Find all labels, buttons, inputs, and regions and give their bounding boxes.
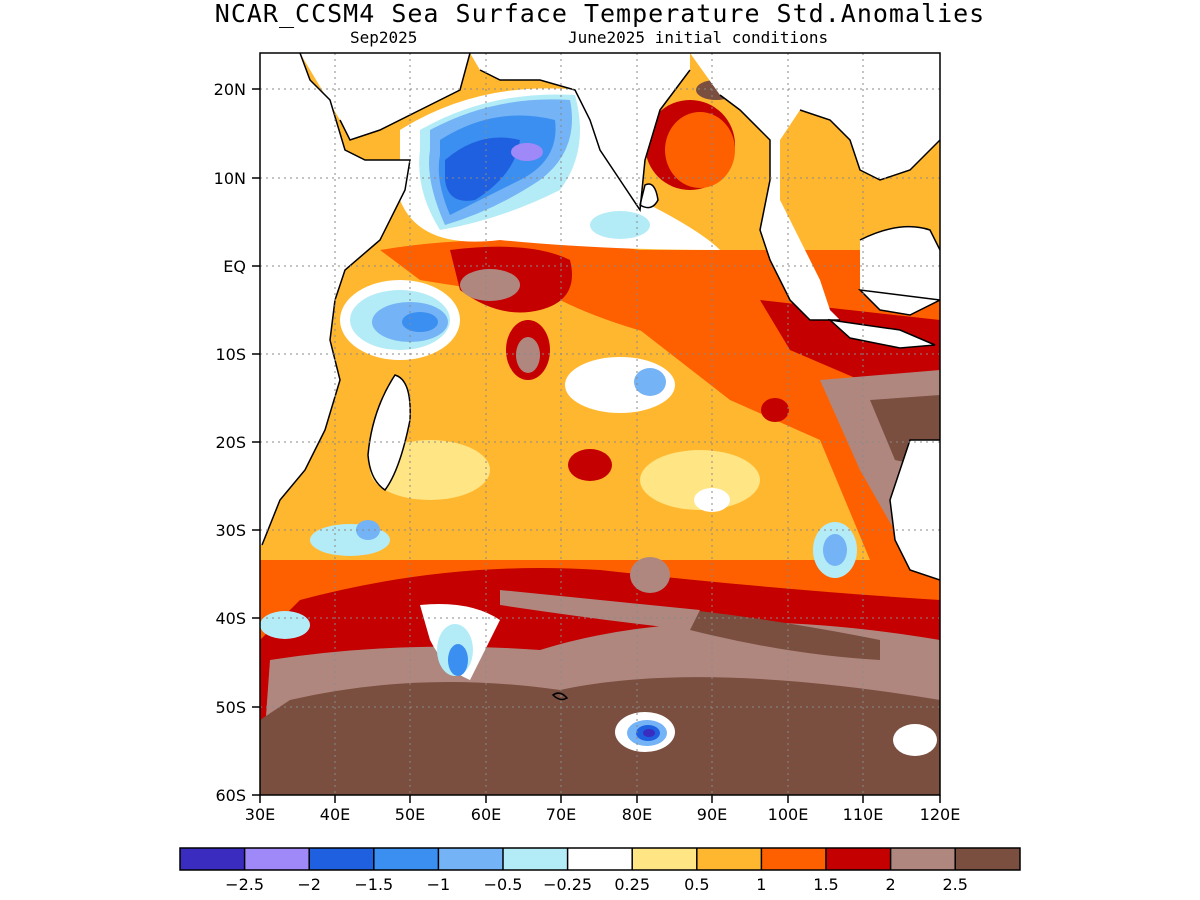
lon-label-50e: 50E bbox=[395, 805, 425, 824]
lon-label-90e: 90E bbox=[697, 805, 727, 824]
longitude-labels: 30E 40E 50E 60E 70E 80E 90E 100E 110E 12… bbox=[245, 805, 961, 824]
init-conditions-label: June2025 initial conditions bbox=[568, 28, 829, 47]
field-cool-patch-1 bbox=[590, 211, 650, 239]
field-south-brown bbox=[260, 677, 940, 795]
colorbar-swatch-1 bbox=[244, 848, 310, 870]
colorbar-label-0: −2.5 bbox=[225, 875, 264, 894]
field-sw-blue bbox=[402, 312, 438, 332]
axis-ticks bbox=[252, 88, 941, 803]
colorbar-swatch-7 bbox=[632, 848, 697, 870]
colorbar-swatch-11 bbox=[890, 848, 956, 870]
colorbar-label-7: 0.5 bbox=[684, 875, 709, 894]
lat-label-10n: 10N bbox=[214, 169, 246, 188]
map-title: NCAR_CCSM4 Sea Surface Temperature Std.A… bbox=[214, 0, 986, 28]
colorbar-swatch-6 bbox=[567, 848, 633, 870]
lat-label-40s: 40S bbox=[215, 609, 246, 628]
lat-label-20n: 20N bbox=[214, 80, 246, 99]
lon-label-30e: 30E bbox=[245, 805, 275, 824]
colorbar-swatch-8 bbox=[696, 848, 762, 870]
coast-indochina bbox=[799, 109, 940, 181]
coast-java bbox=[827, 318, 936, 349]
colorbar: −2.5 −2 −1.5 −1 −0.5 −0.25 0.25 0.5 1 1.… bbox=[179, 847, 1021, 894]
field-arabian-purple bbox=[511, 143, 543, 161]
field-52s-purple bbox=[643, 729, 655, 737]
land-arabia bbox=[300, 53, 470, 140]
colorbar-frame bbox=[179, 847, 1021, 871]
land-madagascar bbox=[368, 375, 411, 490]
colorbar-swatch-10 bbox=[826, 848, 891, 870]
coast-africa-arabia bbox=[261, 53, 411, 546]
colorbar-label-8: 1 bbox=[756, 875, 766, 894]
field-south-band-brown bbox=[690, 610, 880, 660]
coastlines bbox=[261, 53, 940, 701]
field-bengal-orange bbox=[665, 112, 735, 188]
lon-label-60e: 60E bbox=[471, 805, 501, 824]
anomaly-field bbox=[260, 53, 940, 795]
coast-kerguelen bbox=[551, 692, 569, 701]
field-45s-blue bbox=[448, 644, 468, 676]
lat-label-50s: 50S bbox=[215, 698, 246, 717]
field-central-lightblue bbox=[634, 368, 666, 396]
latitude-labels: 20N 10N EQ 10S 20S 30S 40S 50S 60S bbox=[214, 80, 246, 805]
land-java bbox=[830, 320, 935, 348]
lon-label-70e: 70E bbox=[546, 805, 576, 824]
lat-label-eq: EQ bbox=[223, 257, 246, 276]
colorbar-label-6: 0.25 bbox=[614, 875, 650, 894]
colorbar-label-11: 2.5 bbox=[942, 875, 967, 894]
colorbar-swatch-3 bbox=[373, 848, 439, 870]
colorbar-label-1: −2 bbox=[297, 875, 321, 894]
field-yellow-1 bbox=[640, 450, 760, 510]
coast-borneo bbox=[857, 225, 940, 316]
colorbar-swatch-2 bbox=[309, 848, 374, 870]
colorbar-label-9: 1.5 bbox=[813, 875, 838, 894]
field-central-red bbox=[568, 449, 612, 481]
colorbar-swatch-9 bbox=[761, 848, 826, 870]
coast-madagascar bbox=[367, 374, 411, 492]
field-south-band-taupe bbox=[500, 590, 700, 630]
coast-se-asia bbox=[719, 94, 840, 321]
lat-label-10s: 10S bbox=[215, 345, 246, 364]
coast-sri-lanka bbox=[639, 183, 659, 209]
colorbar-swatch-0 bbox=[180, 848, 245, 870]
land-se-asia bbox=[690, 53, 940, 320]
field-taupe-spot bbox=[630, 557, 670, 593]
colorbar-label-5: −0.25 bbox=[543, 875, 592, 894]
field-equator-taupe bbox=[460, 269, 520, 301]
colorbar-label-2: −1.5 bbox=[354, 875, 393, 894]
lat-label-20s: 20S bbox=[215, 433, 246, 452]
lon-label-40e: 40E bbox=[320, 805, 350, 824]
lon-label-100e: 100E bbox=[768, 805, 809, 824]
lat-label-30s: 30S bbox=[215, 521, 246, 540]
colorbar-swatch-12 bbox=[955, 848, 1020, 870]
field-red-spot-2 bbox=[761, 398, 789, 422]
field-cool-40s-west bbox=[260, 611, 310, 639]
lat-label-60s: 60S bbox=[215, 786, 246, 805]
colorbar-swatch-4 bbox=[438, 848, 503, 870]
field-white-1 bbox=[694, 488, 730, 512]
colorbar-label-10: 2 bbox=[886, 875, 896, 894]
colorbar-swatch-5 bbox=[503, 848, 568, 870]
field-arabian-darkblue bbox=[445, 137, 520, 201]
coast-australia bbox=[889, 439, 940, 581]
valid-time-label: Sep2025 bbox=[350, 28, 418, 47]
land-australia bbox=[890, 440, 940, 580]
lon-label-120e: 120E bbox=[920, 805, 961, 824]
colorbar-label-3: −1 bbox=[427, 875, 451, 894]
field-cool-east-blue bbox=[823, 534, 847, 566]
colorbar-label-4: −0.5 bbox=[484, 875, 523, 894]
lon-label-80e: 80E bbox=[622, 805, 652, 824]
map-frame bbox=[259, 52, 941, 796]
coast-india bbox=[479, 69, 691, 213]
land-india bbox=[470, 53, 690, 210]
lon-label-110e: 110E bbox=[843, 805, 884, 824]
field-white-se bbox=[893, 724, 937, 756]
coast-arabia-south bbox=[339, 53, 471, 141]
field-tongue-taupe bbox=[516, 337, 540, 373]
gridlines bbox=[260, 53, 940, 795]
